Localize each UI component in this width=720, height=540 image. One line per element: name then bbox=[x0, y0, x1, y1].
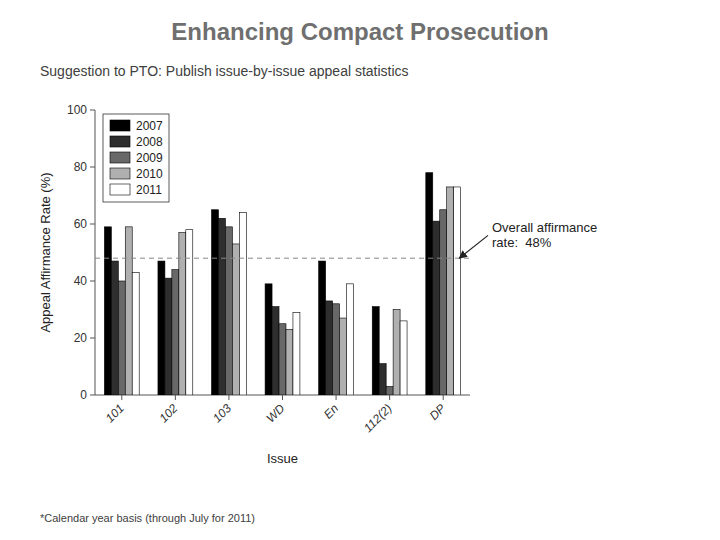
y-tick bbox=[90, 110, 95, 111]
title: Enhancing Compact Prosecution bbox=[171, 18, 548, 45]
y-tick bbox=[90, 167, 95, 168]
bar bbox=[386, 386, 393, 395]
reference-line bbox=[95, 258, 470, 259]
bar bbox=[326, 301, 333, 395]
x-tick bbox=[228, 395, 229, 400]
bar bbox=[218, 218, 225, 395]
legend-swatch bbox=[110, 120, 130, 131]
bar bbox=[186, 230, 193, 395]
bar bbox=[111, 261, 118, 395]
bar bbox=[165, 278, 172, 395]
legend-label: 2011 bbox=[136, 183, 162, 197]
bar bbox=[172, 270, 179, 395]
bar bbox=[132, 272, 139, 395]
legend-label: 2008 bbox=[136, 135, 163, 149]
bar bbox=[400, 321, 407, 395]
y-tick bbox=[90, 395, 95, 396]
annotation-line: Overall affirmance bbox=[492, 220, 597, 235]
legend: 2007 2008 2009 2010 2011 bbox=[103, 114, 169, 202]
x-tick-label: En bbox=[321, 401, 342, 422]
bar bbox=[265, 284, 272, 395]
bar bbox=[104, 227, 111, 395]
bar bbox=[333, 304, 340, 395]
y-tick bbox=[90, 224, 95, 225]
bar bbox=[347, 284, 354, 395]
y-tick-label: 20 bbox=[74, 331, 88, 345]
x-tick-label: DP bbox=[427, 401, 449, 423]
bar bbox=[125, 227, 132, 395]
legend-swatch bbox=[110, 136, 130, 147]
y-tick bbox=[90, 281, 95, 282]
bar bbox=[433, 221, 440, 395]
y-tick bbox=[90, 338, 95, 339]
legend-box bbox=[103, 114, 169, 202]
bars bbox=[104, 173, 460, 395]
bar bbox=[239, 213, 246, 395]
legend-swatch bbox=[110, 168, 130, 179]
legend-swatch bbox=[110, 152, 130, 163]
chart-root: Enhancing Compact Prosecution Suggestion … bbox=[0, 0, 720, 540]
legend-swatch bbox=[110, 184, 130, 195]
annotation-arrow bbox=[459, 235, 488, 258]
y-tick-label: 40 bbox=[74, 274, 88, 288]
y-axis-line bbox=[95, 110, 96, 395]
y-axis-label: Appeal Affirmance Rate (%) bbox=[38, 172, 53, 332]
x-tick-label: 102 bbox=[156, 401, 180, 425]
bar bbox=[340, 318, 347, 395]
bar bbox=[440, 210, 447, 395]
note: *Calendar year basis (through July for 2… bbox=[40, 512, 255, 524]
x-tick bbox=[175, 395, 176, 400]
bar bbox=[212, 210, 219, 395]
annotation-line: rate: 48% bbox=[492, 235, 552, 250]
subtitle: Suggestion to PTO: Publish issue-by-issu… bbox=[40, 63, 409, 79]
x-tick-label: 103 bbox=[210, 401, 234, 425]
bar bbox=[232, 244, 239, 395]
bar bbox=[118, 281, 125, 395]
bar bbox=[447, 187, 454, 395]
legend-label: 2010 bbox=[136, 167, 163, 181]
bar bbox=[158, 261, 165, 395]
bar bbox=[426, 173, 433, 395]
x-tick bbox=[389, 395, 390, 400]
axes: 0 20 40 60 80 100 101 102 103 WD En 112(2) DP bbox=[67, 103, 470, 435]
legend-label: 2009 bbox=[136, 151, 163, 165]
y-tick-label: 60 bbox=[74, 217, 88, 231]
x-axis-label: Issue bbox=[267, 451, 298, 466]
bar bbox=[379, 364, 386, 395]
y-tick-label: 80 bbox=[74, 160, 88, 174]
bar bbox=[272, 307, 279, 395]
bar bbox=[279, 324, 286, 395]
x-tick bbox=[121, 395, 122, 400]
y-tick-label: 100 bbox=[67, 103, 87, 117]
y-tick-label: 0 bbox=[80, 388, 87, 402]
bar bbox=[393, 310, 400, 396]
bar bbox=[293, 312, 300, 395]
bar bbox=[319, 261, 326, 395]
bar bbox=[454, 187, 461, 395]
annotation: Overall affirmancerate: 48% bbox=[492, 220, 597, 250]
bar bbox=[179, 233, 186, 395]
x-tick bbox=[282, 395, 283, 400]
x-tick-label: WD bbox=[264, 401, 288, 425]
bar bbox=[225, 227, 232, 395]
x-tick bbox=[336, 395, 337, 400]
x-tick-label: 112(2) bbox=[361, 401, 395, 435]
legend-label: 2007 bbox=[136, 119, 163, 133]
bar bbox=[286, 329, 293, 395]
x-tick bbox=[443, 395, 444, 400]
bar bbox=[372, 307, 379, 395]
x-tick-label: 101 bbox=[103, 401, 127, 425]
